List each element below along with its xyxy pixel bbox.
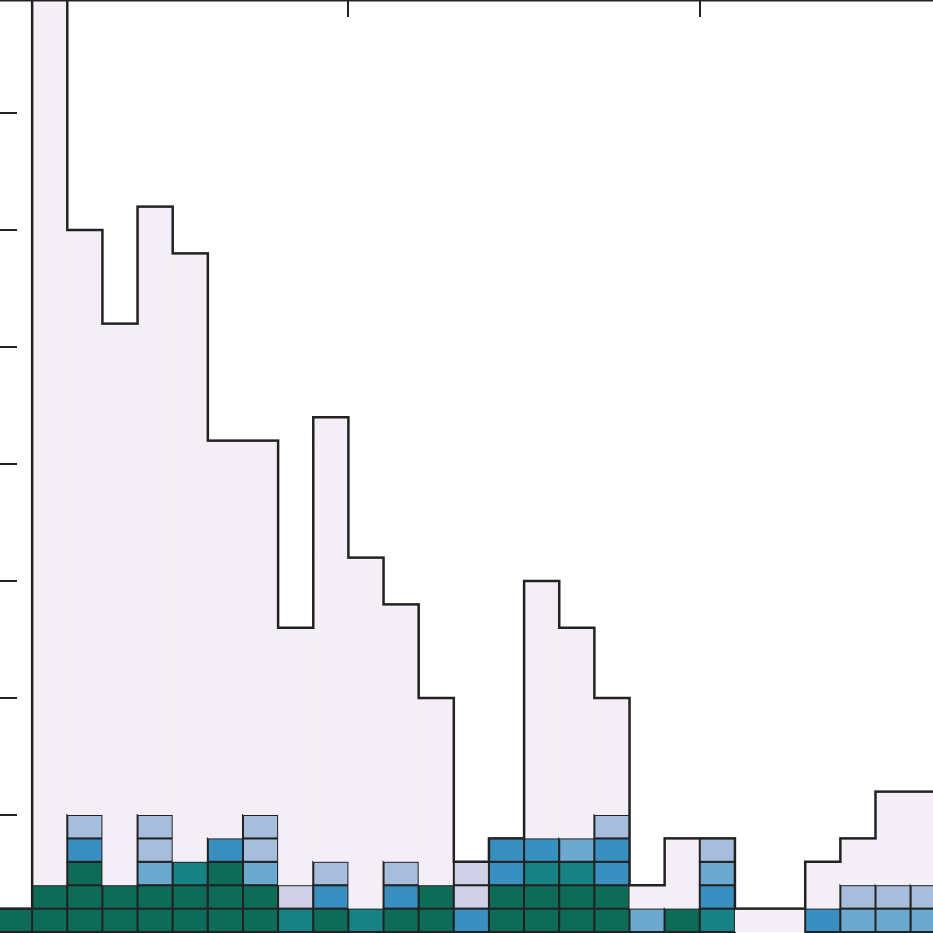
bar-series-0-bin-2 (66, 884, 104, 910)
bar-series-6-bin-3 (102, 323, 138, 886)
bar-series-0-bin-5 (171, 907, 209, 933)
bar-series-2-bin-23 (804, 907, 842, 933)
bar-series-0-bin-1 (31, 907, 69, 933)
bar-series-6-bin-4 (137, 206, 173, 816)
bar-series-2-bin-13 (452, 907, 490, 933)
bar-series-1-bin-5 (171, 860, 209, 887)
bar-series-6-bin-8 (278, 627, 314, 886)
bar-series-0-bin-1 (31, 884, 69, 910)
bar-series-3-bin-20 (698, 860, 736, 887)
bar-series-0-bin-3 (101, 884, 139, 910)
bar-series-4-bin-26 (909, 884, 933, 910)
bar-series-6-bin-12 (418, 698, 454, 886)
bar-series-2-bin-11 (382, 884, 420, 910)
bar-series-2-bin-15 (523, 837, 561, 863)
bar-series-0-bin-4 (136, 907, 174, 933)
bar-series-3-bin-24 (839, 907, 877, 933)
bar-series-0-bin-6 (206, 907, 244, 933)
bar-series-2-bin-14 (487, 837, 526, 863)
bar-series-0-bin-4 (136, 884, 174, 910)
bar-series-1-bin-10 (347, 907, 385, 933)
bar-series-3-bin-18 (628, 907, 666, 933)
bar-series-0-bin-3 (101, 907, 139, 933)
bar-series-0-bin-19 (663, 907, 701, 933)
bar-series-0-bin-14 (487, 907, 526, 933)
bar-series-0-bin-2 (66, 860, 104, 887)
bar-series-5-bin-13 (452, 884, 490, 910)
bar-series-0-bin-14 (487, 884, 526, 910)
bar-series-2-bin-17 (593, 860, 631, 887)
bar-series-6-bin-26 (910, 791, 933, 886)
bar-series-0-bin-0 (0, 907, 34, 933)
bar-series-4-bin-17 (593, 814, 631, 840)
bar-series-1-bin-15 (523, 860, 561, 887)
bar-series-3-bin-26 (909, 907, 933, 933)
bar-series-6-bin-24 (840, 838, 876, 886)
bar-series-6-bin-6 (207, 440, 243, 839)
bar-series-1-bin-8 (277, 907, 315, 933)
bar-series-0-bin-16 (558, 907, 596, 933)
bar-series-6-bin-16 (559, 627, 595, 839)
bar-series-0-bin-17 (593, 907, 631, 933)
bar-series-6-bin-9 (313, 417, 349, 862)
bar-series-6-bin-22 (770, 908, 806, 932)
bar-series-0-bin-7 (241, 907, 280, 933)
bar-series-1-bin-16 (558, 860, 596, 887)
bar-series-2-bin-14 (487, 860, 526, 887)
bar-series-6-bin-19 (664, 838, 700, 909)
bar-series-0-bin-6 (206, 884, 244, 910)
bar-series-6-bin-10 (348, 557, 384, 909)
bar-series-2-bin-20 (698, 884, 736, 910)
bar-series-4-bin-2 (66, 814, 104, 840)
bar-series-4-bin-7 (241, 814, 280, 840)
bar-series-0-bin-12 (417, 907, 455, 933)
bar-series-1-bin-20 (698, 907, 736, 933)
bar-series-0-bin-17 (593, 884, 631, 910)
bar-series-6-bin-1 (32, 0, 68, 886)
bar-series-0-bin-2 (66, 907, 104, 933)
bar-series-6-bin-18 (629, 885, 665, 909)
bar-series-3-bin-16 (558, 837, 596, 863)
bar-series-6-bin-23 (805, 861, 841, 909)
ticks-layer (0, 0, 933, 816)
bar-series-4-bin-4 (136, 837, 174, 863)
bar-series-2-bin-17 (593, 837, 631, 863)
bar-series-6-bin-2 (67, 230, 103, 815)
bar-series-6-bin-25 (875, 791, 911, 886)
bar-series-2-bin-9 (312, 884, 350, 910)
histogram-outline (0, 0, 933, 910)
bar-series-5-bin-13 (452, 860, 490, 887)
bar-series-0-bin-7 (241, 884, 280, 910)
bar-series-3-bin-25 (874, 907, 912, 933)
bar-series-0-bin-15 (523, 907, 561, 933)
bar-series-3-bin-4 (136, 860, 174, 887)
bar-series-4-bin-25 (874, 884, 912, 910)
bar-series-4-bin-20 (698, 837, 736, 863)
bar-series-6-bin-5 (172, 253, 208, 862)
bar-series-4-bin-7 (241, 837, 280, 863)
bar-series-4-bin-24 (839, 884, 877, 910)
bar-series-6-bin-21 (734, 908, 771, 932)
bar-series-2-bin-6 (206, 837, 244, 863)
bar-series-0-bin-6 (206, 860, 244, 887)
bar-series-0-bin-15 (523, 884, 561, 910)
bar-series-0-bin-16 (558, 884, 596, 910)
bar-series-0-bin-12 (417, 884, 455, 910)
bar-series-0-bin-5 (171, 884, 209, 910)
bar-series-3-bin-7 (241, 860, 280, 887)
bar-series-4-bin-11 (382, 860, 420, 887)
bar-series-6-bin-7 (242, 440, 279, 815)
bar-series-4-bin-9 (312, 860, 350, 887)
bar-series-4-bin-4 (136, 814, 174, 840)
bar-series-6-bin-11 (383, 604, 419, 862)
bar-series-0-bin-11 (382, 907, 420, 933)
bar-series-5-bin-8 (277, 884, 315, 910)
bar-series-6-bin-17 (594, 698, 630, 815)
bar-series-0-bin-9 (312, 907, 350, 933)
bar-series-6-bin-15 (524, 581, 560, 839)
bar-series-2-bin-2 (66, 837, 104, 863)
